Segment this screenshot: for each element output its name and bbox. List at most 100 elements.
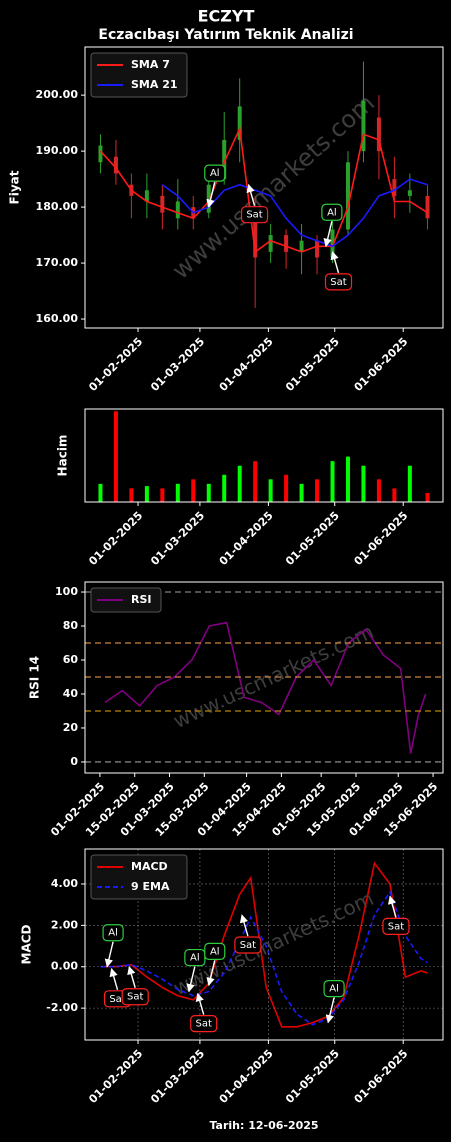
annotation-label: Sat (240, 940, 256, 951)
chart-subtitle: Eczacıbaşı Yatırım Teknik Analizi (98, 27, 353, 43)
annotation-label: Al (210, 168, 220, 179)
legend-label: 9 EMA (131, 880, 170, 893)
annotation-box (204, 942, 226, 960)
candle-body (425, 195, 430, 219)
legend-label: SMA 21 (131, 78, 178, 91)
y-tick-label: 0 (70, 755, 78, 768)
bar (284, 474, 289, 502)
annotation-arrow (246, 183, 256, 206)
y-tick-label: -2.00 (46, 1001, 78, 1014)
series-line (104, 621, 427, 754)
y-tick-label: 40 (63, 687, 79, 700)
bar (361, 465, 366, 502)
y-tick-label: 180.00 (36, 200, 79, 213)
legend-box (90, 587, 162, 613)
y-tick-label: 80 (63, 619, 79, 632)
bar (175, 483, 180, 502)
bar (299, 483, 304, 502)
axes-frame (84, 581, 444, 774)
y-axis-label: Fiyat (8, 170, 22, 204)
candle-body (361, 100, 366, 152)
annotation-label: Sat (109, 994, 125, 1005)
candle-body (345, 162, 350, 230)
legend-label: MACD (131, 860, 168, 873)
annotation-label: Al (327, 207, 337, 218)
annotation-label: Al (329, 984, 339, 995)
series-line (100, 890, 428, 1026)
series-line (99, 125, 428, 254)
candle-body (330, 229, 335, 258)
annotation-arrow (325, 997, 335, 1024)
annotation-box (323, 980, 345, 998)
candle-body (299, 240, 304, 252)
annotation-box (321, 203, 343, 221)
legend-label: RSI (131, 593, 152, 606)
annotation-label: Sat (330, 277, 346, 288)
bar (160, 488, 165, 502)
candle-body (144, 190, 149, 202)
y-axis-label: MACD (20, 924, 34, 964)
bar (191, 479, 196, 502)
y-tick-label: 200.00 (36, 88, 79, 101)
candle-body (206, 184, 211, 213)
candle-body (268, 235, 273, 252)
annotation-label: Sat (246, 210, 262, 221)
y-tick-label: 0.00 (51, 960, 78, 973)
x-axis-label: Tarih: 12-06-2025 (209, 1119, 318, 1132)
annotation-label: Sat (388, 921, 404, 932)
y-tick-label: 100 (55, 585, 78, 598)
bar (222, 474, 227, 502)
y-tick-label: 20 (63, 721, 79, 734)
plot-area (98, 411, 430, 502)
axes-frame (84, 408, 444, 503)
annotation-box (190, 1015, 218, 1033)
bar (113, 411, 118, 502)
bar (392, 488, 397, 502)
annotation-label: Al (108, 928, 118, 939)
candle-body (237, 106, 242, 140)
bar (253, 461, 258, 502)
series-line (161, 178, 428, 248)
annotation-arrow (206, 181, 216, 208)
candle-body (376, 117, 381, 152)
candle-body (113, 156, 118, 174)
y-tick-label: 60 (63, 653, 79, 666)
y-tick-label: 170.00 (36, 256, 79, 269)
annotation-arrow (206, 960, 216, 987)
annotation-box (204, 164, 226, 182)
bar (237, 465, 242, 502)
candle-body (315, 240, 320, 258)
bar (268, 479, 273, 502)
legend-label: SMA 7 (131, 58, 170, 71)
annotation-box (102, 924, 124, 942)
chart-title: ECZYT (198, 7, 255, 26)
y-tick-label: 2.00 (51, 918, 78, 931)
annotation-arrow (388, 895, 397, 918)
bar (144, 486, 149, 502)
annotation-arrow (323, 221, 333, 248)
bar (129, 488, 134, 502)
annotation-label: Sat (196, 1019, 212, 1030)
annotation-arrow (195, 992, 205, 1015)
candle-body (253, 207, 258, 258)
y-axis-label: RSI 14 (28, 656, 42, 699)
y-tick-label: 4.00 (51, 877, 78, 890)
annotation-arrow (104, 941, 114, 968)
annotation-arrow (239, 914, 249, 937)
candle-body (392, 179, 397, 196)
candle-body (160, 195, 165, 213)
annotation-arrow (186, 966, 196, 993)
annotation-arrow (109, 968, 119, 991)
candle-body (175, 201, 180, 219)
bar (315, 479, 320, 502)
bar (425, 492, 430, 502)
bar (407, 465, 412, 502)
bar (376, 479, 381, 502)
bar (345, 456, 350, 502)
axes-frame (84, 848, 444, 1041)
candle-body (222, 139, 227, 180)
axes-frame (84, 46, 444, 329)
annotation-label: Al (190, 953, 200, 964)
candle-body (98, 145, 103, 163)
